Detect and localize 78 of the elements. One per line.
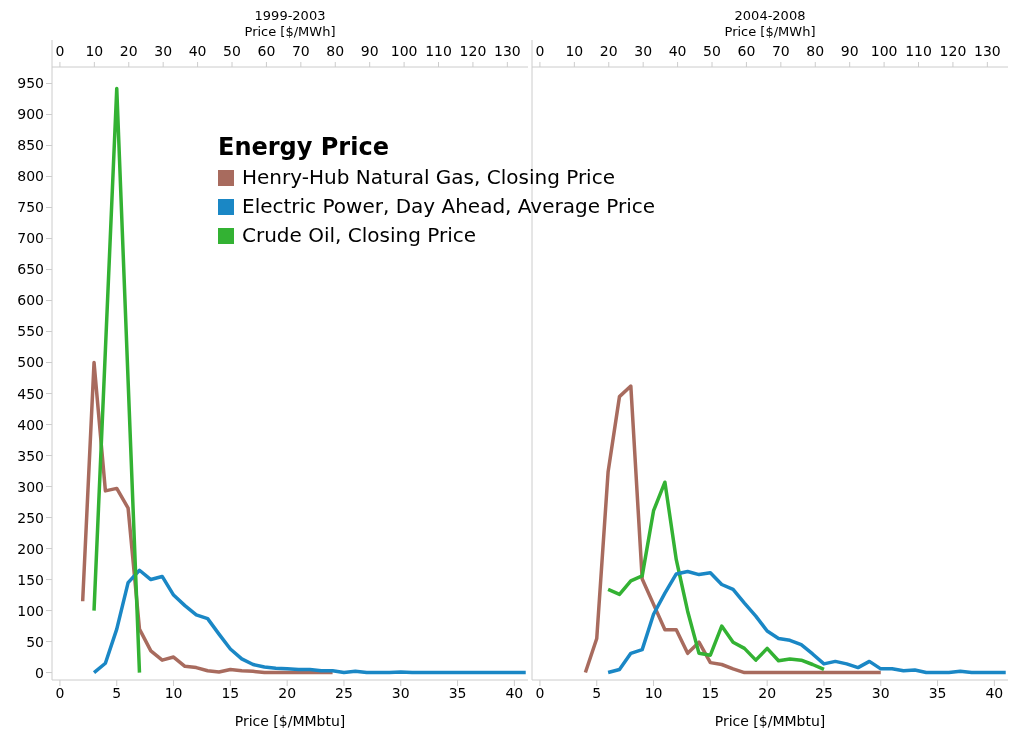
x-tick-label: 20 xyxy=(278,684,297,701)
x2-tick-label: 120 xyxy=(939,43,967,59)
x-tick-label: 25 xyxy=(335,684,353,701)
x2-axis-title: Price [$/MWh] xyxy=(723,24,817,40)
x-axis-title: Price [$/MMbtu] xyxy=(714,713,826,729)
y-tick-label: 900 xyxy=(17,106,44,123)
y-tick-label: 500 xyxy=(17,354,44,371)
x2-tick-label: 60 xyxy=(737,43,756,59)
y-tick-label: 150 xyxy=(17,571,44,588)
y-tick-label: 50 xyxy=(26,633,44,650)
legend-label: Henry-Hub Natural Gas, Closing Price xyxy=(242,164,615,191)
y-tick-label: 650 xyxy=(17,261,44,278)
x2-tick-label: 20 xyxy=(119,43,138,59)
line-series xyxy=(92,568,528,675)
chart-title: 1999-2003 xyxy=(253,8,327,24)
y-tick-label: 400 xyxy=(17,416,44,433)
x2-tick-label: 10 xyxy=(85,43,104,59)
x2-tick-label: 50 xyxy=(223,43,241,59)
x2-tick-label: 90 xyxy=(360,43,379,59)
x2-tick-label: 20 xyxy=(599,43,618,59)
x2-tick-label: 80 xyxy=(326,43,345,59)
y-tick-label: 200 xyxy=(17,540,44,557)
x2-tick-label: 110 xyxy=(425,43,452,59)
x2-tick-label: 90 xyxy=(840,43,859,59)
x2-tick-label: 60 xyxy=(257,43,276,59)
x2-tick-label: 100 xyxy=(870,43,898,59)
x2-tick-label: 50 xyxy=(703,43,721,59)
x2-tick-label: 0 xyxy=(535,43,545,59)
chart-title: 2004-2008 xyxy=(733,8,807,24)
line-series xyxy=(92,86,142,675)
y-tick-label: 750 xyxy=(17,199,44,216)
x-tick-label: 10 xyxy=(164,684,183,701)
x-tick-label: 25 xyxy=(815,684,833,701)
x2-tick-label: 80 xyxy=(806,43,825,59)
x-tick-label: 35 xyxy=(448,684,467,701)
x2-tick-label: 40 xyxy=(668,43,687,59)
x-axis-title: Price [$/MMbtu] xyxy=(234,713,346,729)
x-tick-label: 15 xyxy=(221,684,240,701)
y-tick-label: 350 xyxy=(17,447,44,464)
legend-label: Electric Power, Day Ahead, Average Price xyxy=(242,193,656,220)
y-tick-label: 250 xyxy=(17,509,44,526)
x2-tick-label: 120 xyxy=(459,43,487,59)
y-tick-label: 700 xyxy=(17,230,44,247)
x2-tick-label: 100 xyxy=(390,43,418,59)
legend-label: Crude Oil, Closing Price xyxy=(242,222,477,249)
legend-title: Energy Price xyxy=(218,133,390,161)
x-tick-label: 35 xyxy=(928,684,947,701)
y-tick-label: 450 xyxy=(17,385,44,402)
y-tick-label: 850 xyxy=(17,137,44,154)
x-tick-label: 5 xyxy=(592,684,602,701)
y-tick-label: 0 xyxy=(35,664,44,681)
x-tick-label: 15 xyxy=(701,684,720,701)
x-tick-label: 0 xyxy=(55,684,65,701)
x2-tick-label: 40 xyxy=(188,43,207,59)
x-tick-label: 5 xyxy=(112,684,122,701)
x-tick-label: 30 xyxy=(391,684,410,701)
x2-tick-label: 70 xyxy=(771,43,790,59)
x2-tick-label: 30 xyxy=(154,43,173,59)
x2-tick-label: 70 xyxy=(291,43,310,59)
y-tick-label: 800 xyxy=(17,168,44,185)
x2-tick-label: 10 xyxy=(565,43,584,59)
y-tick-label: 950 xyxy=(17,75,44,92)
y-tick-label: 300 xyxy=(17,478,44,495)
x2-tick-label: 110 xyxy=(905,43,932,59)
x2-axis-title: Price [$/MWh] xyxy=(243,24,337,40)
x-tick-label: 0 xyxy=(535,684,545,701)
y-tick-label: 600 xyxy=(17,292,44,309)
x2-tick-label: 30 xyxy=(634,43,653,59)
x-tick-label: 20 xyxy=(758,684,777,701)
x-tick-label: 40 xyxy=(985,684,1004,701)
x2-tick-label: 130 xyxy=(973,43,1001,59)
x-tick-label: 10 xyxy=(644,684,663,701)
y-tick-label: 100 xyxy=(17,602,44,619)
x2-tick-label: 130 xyxy=(493,43,521,59)
x-tick-label: 40 xyxy=(505,684,524,701)
x2-tick-label: 0 xyxy=(55,43,65,59)
x-tick-label: 30 xyxy=(871,684,890,701)
y-tick-label: 550 xyxy=(17,323,44,340)
